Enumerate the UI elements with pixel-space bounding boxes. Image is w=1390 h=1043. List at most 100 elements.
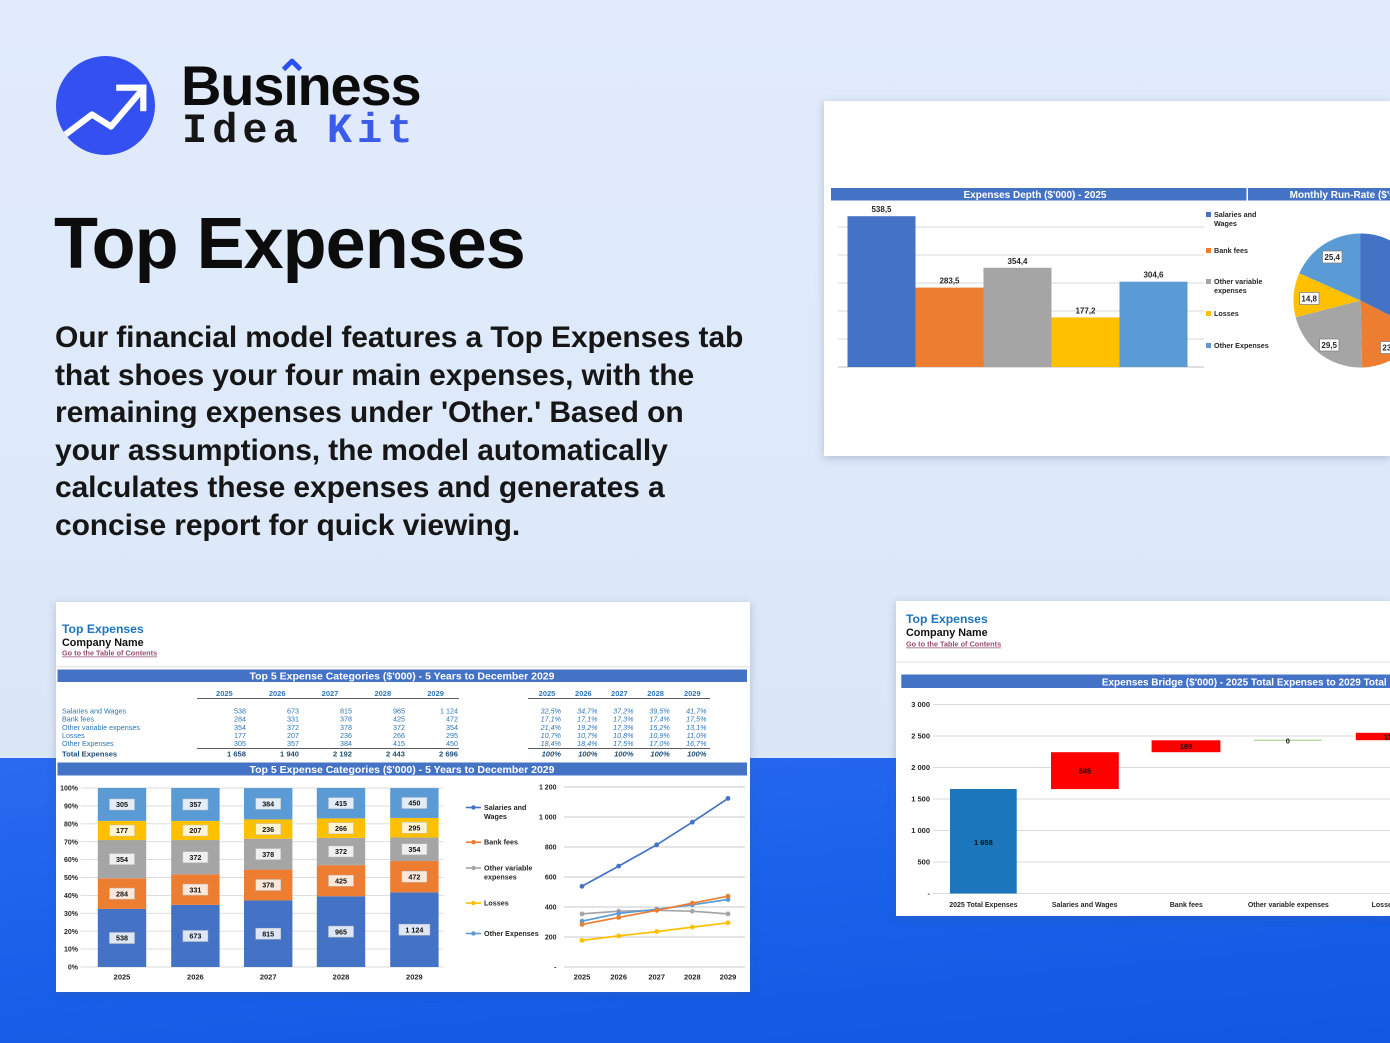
svg-text:236: 236 xyxy=(262,825,274,834)
svg-text:0%: 0% xyxy=(68,965,79,972)
svg-text:-: - xyxy=(928,889,931,898)
svg-text:Bank fees: Bank fees xyxy=(1170,902,1203,909)
svg-text:Other Expenses: Other Expenses xyxy=(1214,341,1269,350)
svg-text:Other Expenses: Other Expenses xyxy=(484,929,539,938)
svg-text:23,6: 23,6 xyxy=(1382,344,1390,353)
svg-text:18,4%: 18,4% xyxy=(541,739,562,748)
svg-text:Other variable expenses: Other variable expenses xyxy=(1248,902,1329,909)
svg-text:354,4: 354,4 xyxy=(1007,257,1028,266)
svg-text:Go to the Table of Contents: Go to the Table of Contents xyxy=(906,640,1001,649)
svg-text:378: 378 xyxy=(262,850,274,859)
svg-text:80%: 80% xyxy=(64,821,79,828)
svg-text:450: 450 xyxy=(446,739,458,748)
svg-text:Total Expenses: Total Expenses xyxy=(62,750,117,759)
svg-text:Other variable: Other variable xyxy=(484,864,532,873)
svg-text:10,7%: 10,7% xyxy=(541,731,562,740)
svg-text:2028: 2028 xyxy=(333,973,350,982)
svg-text:815: 815 xyxy=(340,707,352,716)
svg-text:Bank fees: Bank fees xyxy=(62,715,94,724)
svg-text:1 000: 1 000 xyxy=(539,815,557,822)
svg-text:60%: 60% xyxy=(64,857,79,864)
svg-text:2025: 2025 xyxy=(114,973,131,982)
svg-text:1 500: 1 500 xyxy=(911,795,930,804)
svg-text:17,0%: 17,0% xyxy=(649,739,670,748)
svg-text:538,5: 538,5 xyxy=(871,205,892,214)
svg-text:Wages: Wages xyxy=(484,812,507,821)
svg-text:Top 5 Expense Categories ($'00: Top 5 Expense Categories ($'000) - 5 Yea… xyxy=(249,764,554,776)
svg-text:10,8%: 10,8% xyxy=(613,731,634,740)
svg-text:673: 673 xyxy=(189,932,201,941)
svg-text:2026: 2026 xyxy=(575,689,592,698)
svg-text:expenses: expenses xyxy=(1214,286,1247,295)
svg-text:-: - xyxy=(554,965,557,972)
svg-text:284: 284 xyxy=(116,889,128,898)
svg-text:15,2%: 15,2% xyxy=(649,723,670,732)
svg-text:305: 305 xyxy=(234,739,246,748)
svg-text:965: 965 xyxy=(335,927,347,936)
svg-text:304,6: 304,6 xyxy=(1143,271,1164,280)
svg-text:1 124: 1 124 xyxy=(440,707,458,716)
svg-text:Top 5 Expense Categories ($'00: Top 5 Expense Categories ($'000) - 5 Yea… xyxy=(249,671,554,683)
svg-text:10,7%: 10,7% xyxy=(577,731,598,740)
svg-text:1 000: 1 000 xyxy=(911,826,930,835)
svg-text:415: 415 xyxy=(335,799,347,808)
svg-text:295: 295 xyxy=(446,731,458,740)
svg-text:100%: 100% xyxy=(650,750,670,759)
svg-text:13,1%: 13,1% xyxy=(686,723,707,732)
svg-text:200: 200 xyxy=(545,935,557,942)
svg-text:21,4%: 21,4% xyxy=(540,723,562,732)
svg-text:2025: 2025 xyxy=(574,973,591,982)
svg-text:1 124: 1 124 xyxy=(405,925,423,934)
svg-text:354: 354 xyxy=(116,855,128,864)
svg-text:17,1%: 17,1% xyxy=(541,715,562,724)
svg-text:100%: 100% xyxy=(687,750,707,759)
svg-text:2029: 2029 xyxy=(684,689,701,698)
svg-text:Losses: Losses xyxy=(62,731,85,740)
svg-text:2027: 2027 xyxy=(322,689,339,698)
svg-text:Salaries and Wages: Salaries and Wages xyxy=(62,707,126,716)
svg-text:10,9%: 10,9% xyxy=(649,731,670,740)
svg-text:425: 425 xyxy=(393,715,405,724)
svg-text:17,4%: 17,4% xyxy=(649,715,670,724)
svg-text:Top Expenses: Top Expenses xyxy=(62,622,144,636)
svg-text:32,5%: 32,5% xyxy=(541,707,562,716)
svg-text:Salaries and: Salaries and xyxy=(484,803,526,812)
svg-text:207: 207 xyxy=(189,826,201,835)
svg-text:800: 800 xyxy=(545,845,557,852)
svg-text:500: 500 xyxy=(917,858,930,867)
svg-text:354: 354 xyxy=(408,845,420,854)
svg-text:305: 305 xyxy=(116,800,128,809)
svg-text:354: 354 xyxy=(234,723,246,732)
svg-text:10%: 10% xyxy=(64,947,79,954)
svg-text:Losses: Losses xyxy=(1372,902,1390,909)
svg-text:207: 207 xyxy=(287,731,299,740)
svg-text:372: 372 xyxy=(393,723,405,732)
svg-text:357: 357 xyxy=(189,800,201,809)
svg-text:100%: 100% xyxy=(542,750,562,759)
svg-text:2026: 2026 xyxy=(610,973,627,982)
svg-text:2026: 2026 xyxy=(187,973,204,982)
svg-text:2 500: 2 500 xyxy=(911,732,930,741)
svg-text:14,8: 14,8 xyxy=(1301,295,1317,304)
svg-text:372: 372 xyxy=(335,847,347,856)
svg-text:118: 118 xyxy=(1384,732,1390,741)
svg-text:331: 331 xyxy=(287,715,299,724)
svg-text:90%: 90% xyxy=(64,804,79,811)
svg-text:354: 354 xyxy=(446,723,458,732)
svg-text:70%: 70% xyxy=(64,839,79,846)
svg-text:Losses: Losses xyxy=(484,899,509,908)
svg-text:Expenses Depth ($'000) - 2025: Expenses Depth ($'000) - 2025 xyxy=(964,190,1107,201)
svg-text:2027: 2027 xyxy=(648,973,665,982)
svg-text:236: 236 xyxy=(340,731,352,740)
svg-text:Company Name: Company Name xyxy=(62,637,144,649)
svg-text:18,4%: 18,4% xyxy=(577,739,598,748)
svg-text:16,7%: 16,7% xyxy=(686,739,707,748)
svg-text:Salaries and Wages: Salaries and Wages xyxy=(1052,902,1118,909)
svg-text:Expenses Bridge ($'000) - 2025: Expenses Bridge ($'000) - 2025 Total Exp… xyxy=(1102,678,1390,689)
svg-text:Other variable: Other variable xyxy=(1214,277,1262,286)
svg-text:Other variable expenses: Other variable expenses xyxy=(62,723,140,732)
svg-text:Salaries and: Salaries and xyxy=(1214,210,1256,219)
svg-text:34,7%: 34,7% xyxy=(577,707,598,716)
svg-text:673: 673 xyxy=(287,707,299,716)
svg-text:Bank fees: Bank fees xyxy=(1214,246,1248,255)
